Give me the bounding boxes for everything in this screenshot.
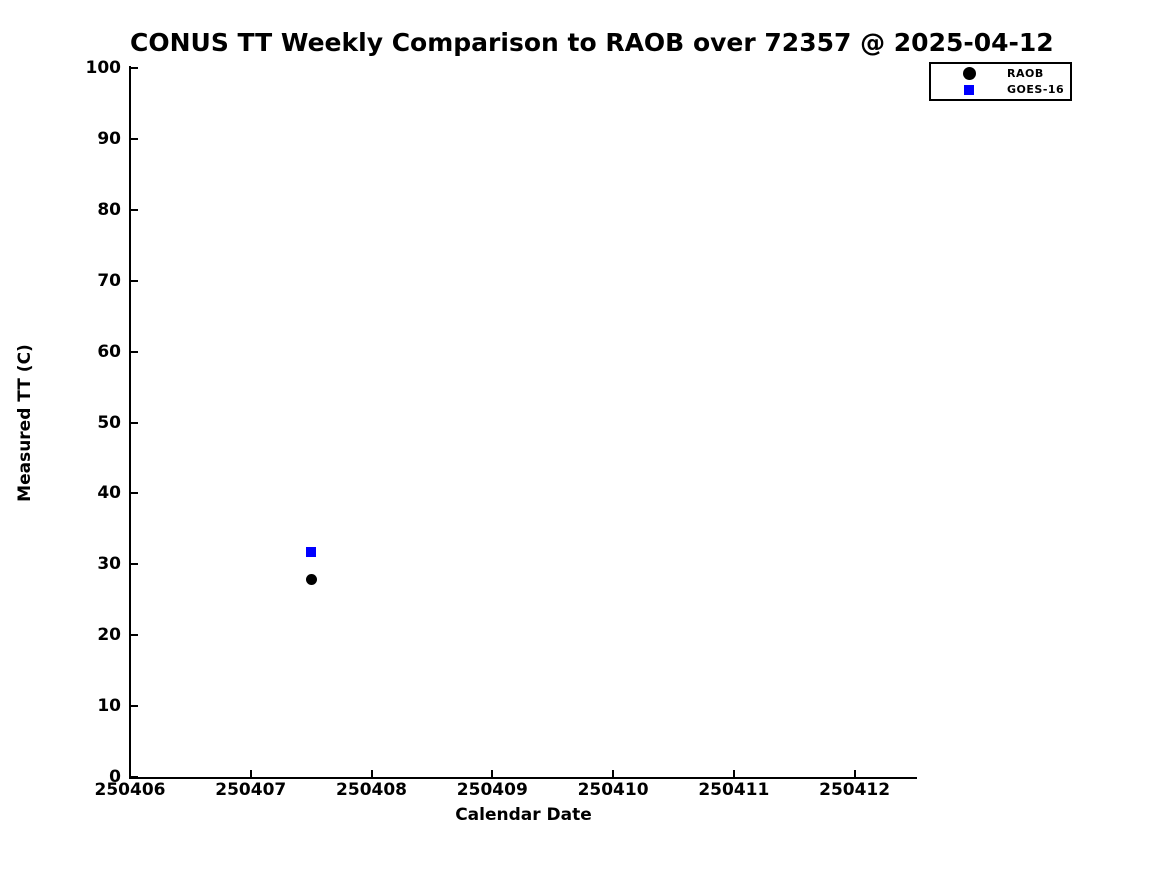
- y-axis-line: [129, 66, 131, 779]
- chart-title: CONUS TT Weekly Comparison to RAOB over …: [130, 28, 1054, 57]
- y-tick-label: 100: [85, 58, 122, 78]
- data-point-raob: [305, 574, 317, 586]
- y-tick-label: 30: [97, 554, 121, 575]
- raob-circle-marker-icon: [962, 66, 976, 80]
- x-tick-label: 250407: [215, 780, 287, 800]
- y-tick-mark: [131, 492, 138, 495]
- x-tick-mark: [370, 770, 373, 777]
- x-tick-label: 250406: [94, 780, 166, 800]
- y-tick-label: 60: [97, 341, 121, 362]
- x-tick-label: 250409: [456, 780, 528, 800]
- y-tick-label: 90: [97, 128, 121, 149]
- y-tick-mark: [131, 350, 138, 353]
- y-tick-mark: [131, 563, 138, 566]
- x-tick-label: 250410: [577, 780, 649, 800]
- x-tick-mark: [491, 770, 494, 777]
- x-axis-line: [129, 777, 917, 779]
- y-tick-label: 20: [97, 625, 121, 646]
- x-tick-label: 250412: [819, 780, 891, 800]
- y-axis-label: Measured TT (C): [15, 344, 35, 502]
- y-tick-mark: [131, 634, 138, 637]
- x-tick-mark: [612, 770, 615, 777]
- y-tick-label: 70: [97, 270, 121, 291]
- legend-label-goes-16: GOES-16: [1007, 83, 1065, 97]
- y-tick-mark: [131, 208, 138, 211]
- legend-entry-goes-16: GOES-16: [931, 82, 1070, 97]
- x-tick-mark: [129, 770, 131, 777]
- legend: RAOB GOES-16: [929, 62, 1072, 101]
- y-tick-label: 0: [109, 767, 121, 787]
- data-point-goes-16: [306, 546, 317, 557]
- y-tick-mark: [131, 421, 138, 424]
- legend-label-raob: RAOB: [1007, 66, 1044, 80]
- y-tick-mark: [131, 279, 138, 282]
- x-tick-mark: [732, 770, 735, 777]
- y-tick-mark: [131, 705, 138, 708]
- x-tick-label: 250411: [698, 780, 770, 800]
- x-tick-label: 250408: [336, 780, 408, 800]
- y-tick-label: 10: [97, 696, 121, 717]
- y-tick-mark: [131, 137, 138, 140]
- goes-16-square-marker-icon: [964, 84, 974, 95]
- x-tick-mark: [249, 770, 252, 777]
- x-tick-mark: [853, 770, 856, 777]
- legend-entry-raob: RAOB: [931, 66, 1070, 81]
- x-axis-label: Calendar Date: [455, 805, 592, 825]
- y-tick-label: 40: [97, 483, 121, 504]
- y-tick-mark: [131, 776, 138, 778]
- y-tick-mark: [131, 67, 138, 69]
- y-tick-label: 80: [97, 199, 121, 220]
- y-tick-label: 50: [97, 412, 121, 433]
